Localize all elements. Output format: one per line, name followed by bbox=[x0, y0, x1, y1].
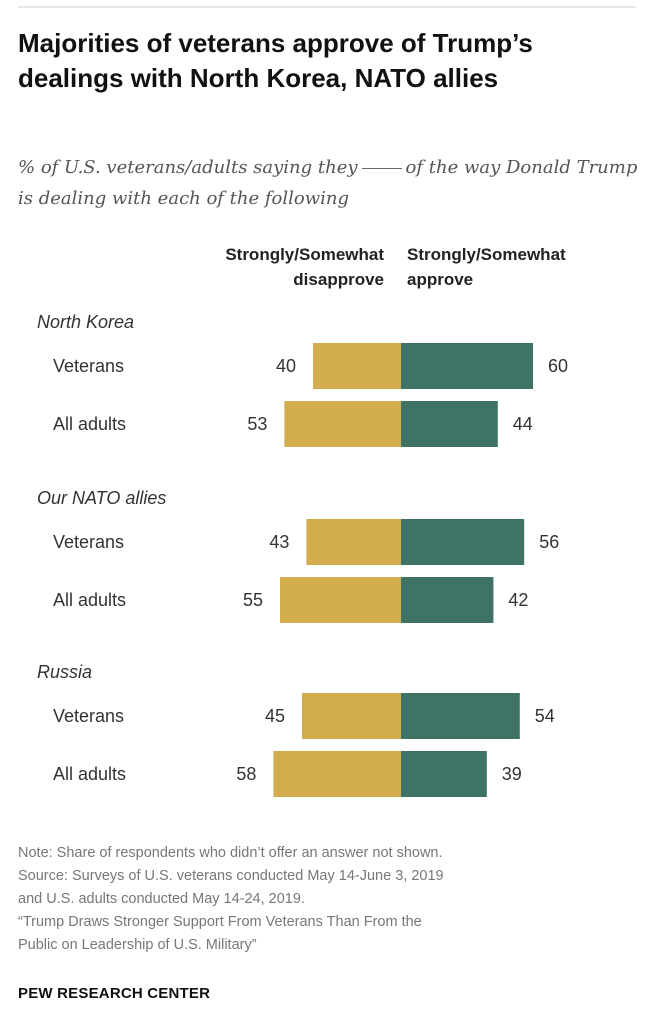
disapprove-value-label: 40 bbox=[276, 356, 296, 376]
disapprove-value-label: 53 bbox=[247, 414, 267, 434]
disapprove-value-label: 43 bbox=[269, 532, 289, 552]
approve-bar bbox=[401, 751, 487, 797]
disapprove-bar bbox=[302, 693, 401, 739]
row-label: All adults bbox=[53, 414, 126, 434]
source-line: Source: Surveys of U.S. veterans conduct… bbox=[18, 868, 444, 884]
approve-column-header: Strongly/Somewhat approve bbox=[407, 242, 637, 292]
approve-bar bbox=[401, 693, 520, 739]
row-label: All adults bbox=[53, 764, 126, 784]
approve-bar bbox=[401, 519, 525, 565]
subtitle-blank bbox=[361, 168, 402, 169]
approve-bar bbox=[401, 343, 533, 389]
diverging-bar-chart: North Korea Veterans 40 60 All adults 53 44 Our… bbox=[37, 312, 568, 797]
approve-value-label: 56 bbox=[539, 532, 559, 552]
approve-value-label: 39 bbox=[502, 764, 522, 784]
disapprove-bar bbox=[273, 751, 401, 797]
row-label: All adults bbox=[53, 590, 126, 610]
approve-value-label: 44 bbox=[513, 414, 533, 434]
source-line: and U.S. adults conducted May 14-24, 201… bbox=[18, 891, 305, 907]
approve-value-label: 54 bbox=[535, 706, 555, 726]
disapprove-bar bbox=[306, 519, 401, 565]
disapprove-bar bbox=[280, 577, 401, 623]
approve-bar bbox=[401, 577, 494, 623]
approve-value-label: 42 bbox=[508, 590, 528, 610]
chart-title: Majorities of veterans approve of Trump’… bbox=[18, 28, 533, 93]
disapprove-value-label: 55 bbox=[243, 590, 263, 610]
disapprove-header-line-1: Strongly/Somewhat bbox=[225, 245, 384, 264]
group-label: North Korea bbox=[37, 312, 134, 332]
row-label: Veterans bbox=[53, 706, 124, 726]
disapprove-value-label: 58 bbox=[236, 764, 256, 784]
row-label: Veterans bbox=[53, 532, 124, 552]
row-label: Veterans bbox=[53, 356, 124, 376]
group-label: Our NATO allies bbox=[37, 488, 166, 508]
subtitle-part-2: of the way Donald Trump is dealing with … bbox=[18, 157, 638, 209]
top-rule bbox=[18, 6, 636, 8]
approve-header-line-2: approve bbox=[407, 270, 474, 289]
group-label: Russia bbox=[37, 662, 92, 682]
note-line: Note: Share of respondents who didn’t of… bbox=[18, 845, 443, 861]
disapprove-column-header: Strongly/Somewhat disapprove bbox=[154, 242, 384, 292]
disapprove-header-line-2: disapprove bbox=[293, 270, 384, 289]
approve-header-line-1: Strongly/Somewhat bbox=[407, 245, 566, 264]
chart-subtitle: % of U.S. veterans/adults saying they of … bbox=[18, 152, 638, 214]
brand-logo-text: PEW RESEARCH CENTER bbox=[18, 985, 211, 1002]
approve-value-label: 60 bbox=[548, 356, 568, 376]
disapprove-bar bbox=[313, 343, 401, 389]
disapprove-bar bbox=[284, 401, 401, 447]
subtitle-part-1: % of U.S. veterans/adults saying they bbox=[18, 157, 358, 178]
approve-bar bbox=[401, 401, 498, 447]
report-title-line: Public on Leadership of U.S. Military” bbox=[18, 937, 257, 953]
report-title-line: “Trump Draws Stronger Support From Veter… bbox=[18, 914, 422, 930]
disapprove-value-label: 45 bbox=[265, 706, 285, 726]
chart-notes: Note: Share of respondents who didn’t of… bbox=[18, 842, 638, 957]
